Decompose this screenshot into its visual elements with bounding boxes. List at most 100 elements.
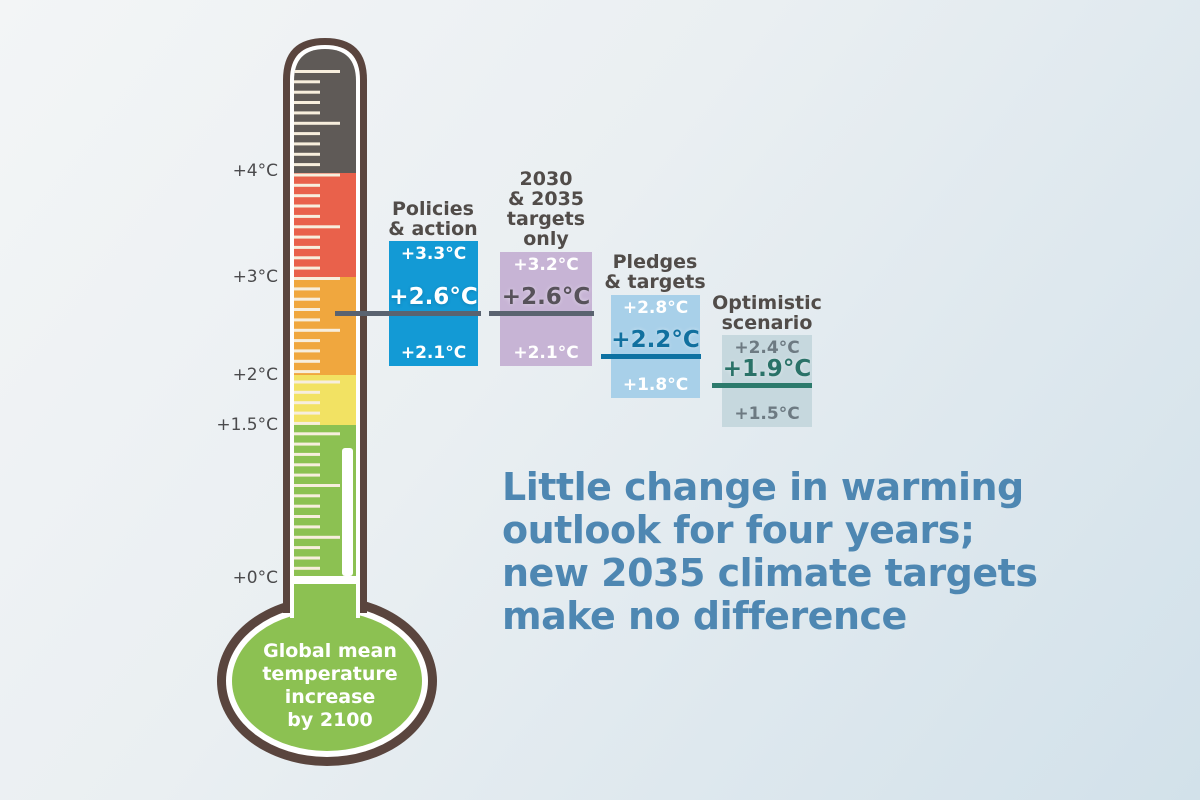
- tick: [294, 287, 320, 291]
- scenario-title-2030-2035-targets: 2030 & 2035 targets only: [500, 169, 592, 249]
- tick: [294, 80, 320, 84]
- scenario-title-line: & targets: [604, 271, 706, 293]
- central-estimate-line-policies-action: [335, 311, 481, 316]
- high-estimate-value: +2.8°C: [622, 298, 689, 318]
- headline-line: Little change in warming: [502, 465, 1024, 509]
- tick: [294, 401, 320, 405]
- headline-text: Little change in warming outlook for fou…: [502, 466, 1162, 638]
- tick: [294, 266, 320, 270]
- tick: [294, 163, 320, 167]
- low-estimate-value: +2.1°C: [513, 343, 579, 363]
- thermometer-bulb: [232, 611, 422, 751]
- scenario-title-line: Optimistic: [712, 292, 822, 314]
- tick: [294, 452, 320, 456]
- tick: [294, 504, 320, 508]
- scenario-title-line: 2030: [519, 168, 573, 190]
- tick: [294, 535, 340, 539]
- range-box-optimistic: +2.4°C +1.9°C +1.5°C: [722, 335, 812, 427]
- range-box-pledges-targets: +2.8°C +2.2°C +1.8°C: [611, 295, 700, 398]
- tick: [294, 515, 320, 518]
- central-estimate-line-pledges-targets: [601, 354, 701, 359]
- tick: [294, 152, 320, 156]
- tick: [294, 432, 340, 436]
- tick: [294, 494, 320, 498]
- tick: [294, 277, 340, 280]
- segment-above-4c: [294, 49, 356, 173]
- headline-line: new 2035 climate targets: [502, 551, 1038, 595]
- high-estimate-value: +3.2°C: [513, 255, 579, 275]
- tick: [294, 256, 320, 260]
- tick: [294, 556, 320, 560]
- tick: [294, 225, 340, 229]
- range-box-policies-action: +3.3°C +2.6°C +2.1°C: [389, 241, 478, 366]
- thermometer-tube: [294, 49, 356, 624]
- scenario-title-line: only: [523, 228, 569, 250]
- tick-marks: [294, 70, 340, 570]
- scenario-title-policies-action: Policies & action: [375, 199, 491, 239]
- tick: [294, 380, 340, 384]
- mercury-column: [342, 448, 353, 576]
- tick: [294, 142, 320, 146]
- tick: [294, 318, 320, 322]
- tick: [294, 339, 320, 343]
- high-estimate-value: +3.3°C: [400, 244, 467, 264]
- headline-line: make no difference: [502, 594, 907, 638]
- scenario-title-line: & 2035: [507, 188, 585, 210]
- scale-label-1p5c: +1.5°C: [216, 415, 278, 435]
- zero-divider: [294, 576, 356, 584]
- tick: [294, 473, 320, 477]
- tick: [294, 463, 320, 467]
- scale-label-3c: +3°C: [232, 267, 278, 287]
- tick: [294, 484, 340, 487]
- range-box-2030-2035-targets: +3.2°C +2.6°C +2.1°C: [500, 252, 592, 366]
- scenario-title-line: targets: [506, 208, 586, 230]
- central-estimate-line-optimistic: [712, 383, 812, 388]
- scenario-title-line: Policies: [392, 198, 474, 220]
- segment-3-to-4c: [294, 173, 356, 277]
- low-estimate-value: +1.5°C: [734, 404, 800, 424]
- tick: [294, 111, 320, 115]
- tick: [294, 121, 340, 125]
- central-estimate-value: +2.2°C: [611, 327, 700, 353]
- scale-label-2c: +2°C: [232, 365, 278, 385]
- tick: [294, 359, 320, 363]
- tick: [294, 132, 320, 136]
- tick: [294, 390, 320, 394]
- bulb-caption-line: increase: [284, 686, 376, 708]
- bulb-caption-line: by 2100: [287, 709, 373, 731]
- tick: [294, 245, 320, 249]
- tick: [294, 546, 320, 550]
- bulb-caption-line: temperature: [262, 663, 398, 685]
- segment-2-to-3c: [294, 277, 356, 375]
- central-estimate-line-2030-2035-targets: [489, 311, 594, 316]
- bulb-caption: Global mean temperature increase by 2100: [240, 640, 420, 732]
- tick: [294, 297, 320, 301]
- tick: [294, 370, 320, 374]
- scenario-title-optimistic: Optimistic scenario: [711, 293, 823, 333]
- tick: [294, 101, 320, 104]
- tick: [294, 183, 320, 187]
- tick: [294, 421, 320, 425]
- high-estimate-value: +2.4°C: [734, 338, 800, 358]
- tick: [294, 70, 340, 73]
- tick: [294, 204, 320, 208]
- tick: [294, 349, 320, 353]
- low-estimate-value: +1.8°C: [622, 375, 689, 395]
- scenario-title-line: scenario: [721, 312, 813, 334]
- tick: [294, 194, 320, 198]
- tick: [294, 328, 340, 332]
- scale-label-4c: +4°C: [232, 161, 278, 181]
- tick: [294, 214, 320, 218]
- tick: [294, 90, 320, 94]
- tick: [294, 173, 340, 177]
- tick: [294, 442, 320, 446]
- tick: [294, 235, 320, 239]
- central-estimate-value: +2.6°C: [501, 284, 591, 310]
- scenario-title-pledges-targets: Pledges & targets: [599, 252, 711, 292]
- tick: [294, 566, 320, 570]
- tick: [294, 308, 320, 311]
- bulb-caption-line: Global mean: [263, 640, 397, 662]
- scenario-title-line: Pledges: [612, 251, 698, 273]
